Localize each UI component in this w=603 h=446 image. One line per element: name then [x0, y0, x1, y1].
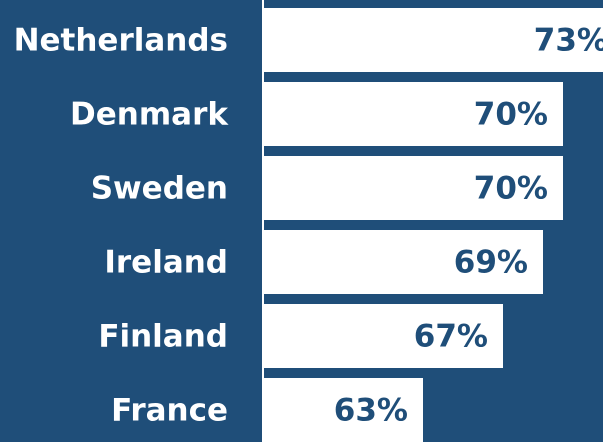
- bar: [263, 304, 503, 368]
- category-label: Denmark: [70, 97, 229, 133]
- category-label: France: [111, 393, 228, 429]
- value-label: 63%: [334, 393, 408, 429]
- category-label: Ireland: [104, 245, 228, 281]
- bar: [263, 8, 603, 72]
- bar: [263, 156, 563, 220]
- category-label: Sweden: [91, 171, 228, 207]
- bar: [263, 82, 563, 146]
- value-label: 70%: [474, 97, 548, 133]
- category-label: Netherlands: [14, 23, 228, 59]
- value-label: 67%: [414, 319, 488, 355]
- category-label: Finland: [98, 319, 228, 355]
- bar: [263, 230, 543, 294]
- value-label: 69%: [454, 245, 528, 281]
- value-label: 73%: [534, 23, 603, 59]
- value-label: 70%: [474, 171, 548, 207]
- bar: [263, 378, 423, 442]
